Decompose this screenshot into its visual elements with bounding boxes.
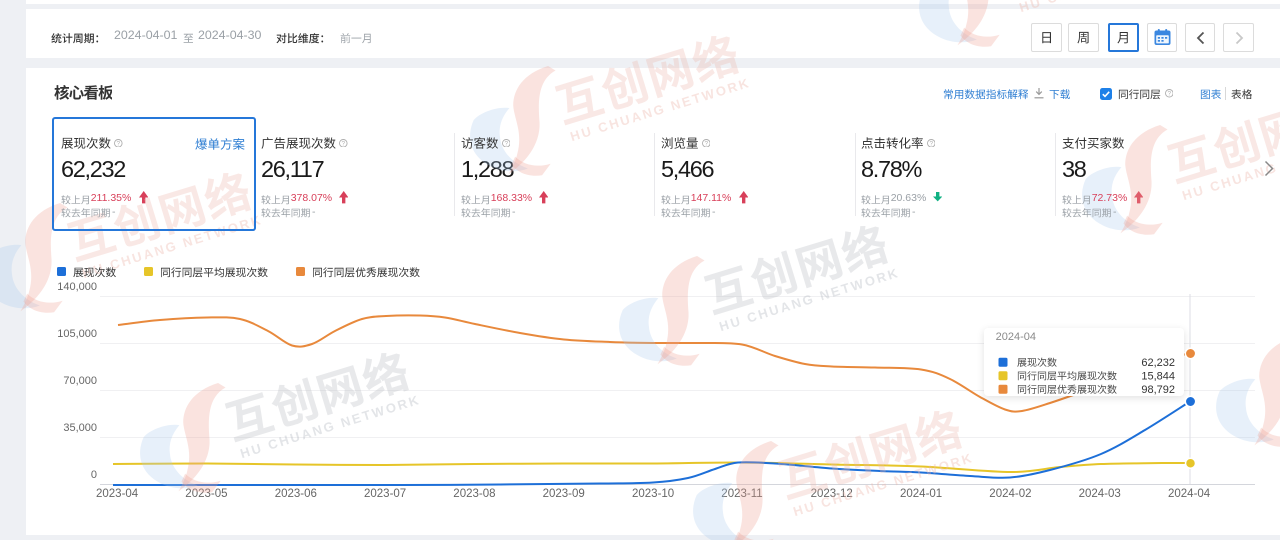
svg-text:62,232: 62,232 bbox=[1141, 357, 1175, 369]
svg-text:15,844: 15,844 bbox=[1141, 371, 1175, 383]
svg-text:?: ? bbox=[342, 140, 346, 147]
svg-text:98,792: 98,792 bbox=[1141, 384, 1175, 396]
svg-text:?: ? bbox=[117, 140, 121, 147]
svg-text:?: ? bbox=[929, 140, 933, 147]
